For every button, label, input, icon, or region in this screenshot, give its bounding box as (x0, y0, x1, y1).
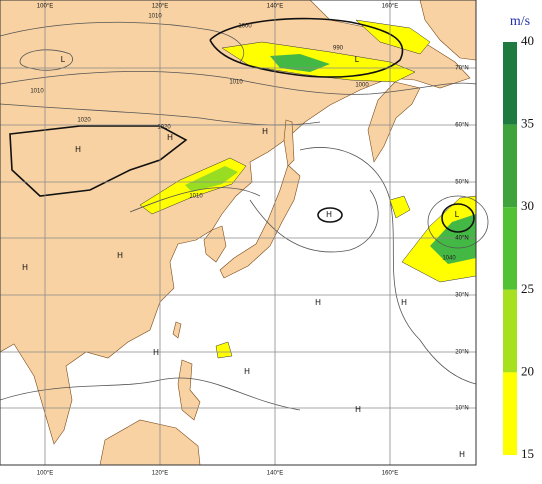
latitude-labels: 70°N 60°N 50°N 40°N 30°N 20°N 10°N (455, 66, 468, 412)
pressure-center: L (455, 210, 460, 219)
pressure-center: H (459, 450, 465, 459)
pressure-center: H (117, 251, 123, 260)
pressure-center: H (355, 405, 361, 414)
wind-patch (389, 195, 411, 219)
isobar-label: 1010 (229, 80, 243, 86)
pressure-center: H (22, 263, 28, 272)
lon-label: 120°E (152, 4, 168, 10)
isobar (427, 195, 489, 249)
lon-label: 100°E (37, 4, 53, 10)
lon-label: 140°E (267, 471, 283, 477)
lat-label: 40°N (455, 236, 468, 242)
colorbar-segment (503, 207, 517, 290)
lat-label: 50°N (455, 180, 468, 186)
lon-label: 100°E (37, 471, 53, 477)
isobar-label: 1020 (77, 118, 91, 124)
isobar-label: 1010 (148, 14, 162, 20)
lon-label: 160°E (382, 4, 398, 10)
colorbar-segment (503, 124, 517, 208)
colorbar: m/s 40 35 30 25 20 15 (503, 14, 534, 461)
wind-patch (430, 214, 476, 264)
lat-label: 70°N (455, 66, 468, 72)
isobar (19, 49, 73, 71)
taiwan (172, 321, 182, 339)
isobar-label: 1020 (157, 125, 171, 131)
pressure-center: H (326, 210, 332, 219)
asia-mainland (0, 0, 471, 445)
pressure-center: H (315, 298, 321, 307)
lon-label: 120°E (152, 471, 168, 477)
map-frame (0, 0, 477, 466)
pressure-center: L (61, 55, 66, 64)
pressure-center: L (355, 55, 360, 64)
isobar (441, 203, 475, 233)
longitude-labels: 100°E 120°E 140°E 160°E 100°E 120°E 140°… (37, 4, 398, 477)
lon-label: 140°E (267, 4, 283, 10)
isobar (9, 125, 188, 197)
pressure-center: H (167, 133, 173, 142)
graticule (0, 0, 476, 465)
isobar (129, 187, 261, 213)
japan (219, 164, 301, 279)
isobar (249, 189, 379, 253)
isobar (0, 70, 477, 95)
wind-patch (270, 54, 330, 72)
isobar-label: 990 (333, 46, 344, 52)
isobar (299, 147, 477, 385)
lat-label: 30°N (455, 293, 468, 299)
korea (203, 225, 227, 263)
colorbar-label: 35 (521, 116, 534, 131)
sakhalin (283, 119, 295, 167)
colorbar-segment (503, 372, 517, 455)
pressure-center: H (244, 367, 250, 376)
pressure-center: H (401, 298, 407, 307)
philippines (177, 359, 201, 421)
colorbar-unit: m/s (510, 14, 530, 29)
lat-label: 10°N (455, 406, 468, 412)
colorbar-label: 30 (521, 198, 534, 213)
pressure-center: H (153, 348, 159, 357)
colorbar-label: 15 (521, 446, 534, 461)
wind-patch (215, 341, 233, 359)
colorbar-label: 25 (521, 281, 534, 296)
pressure-center: H (75, 145, 81, 154)
kamchatka (367, 81, 421, 163)
lon-label: 160°E (382, 471, 398, 477)
colorbar-label: 40 (521, 33, 534, 48)
pressure-centers: L L H H H H H H H H H H H H L (22, 55, 465, 459)
isobar-label: 1040 (442, 256, 456, 262)
isobar (209, 17, 404, 78)
isobar-label: 1000 (238, 24, 252, 30)
lat-label: 20°N (455, 350, 468, 356)
colorbar-segment (503, 42, 517, 125)
colorbar-label: 20 (521, 363, 534, 378)
pressure-center: H (262, 127, 268, 136)
lat-label: 60°N (455, 123, 468, 129)
map-panel (0, 0, 489, 466)
isobar-label: 1000 (355, 83, 369, 89)
colorbar-segment (503, 289, 517, 373)
isobar (317, 207, 343, 223)
alaska (419, 0, 477, 61)
isobar-label: 1010 (189, 194, 203, 200)
isobar-labels: 1010 1000 990 1000 1010 1010 1020 1020 1… (30, 14, 456, 262)
wind-patch (185, 166, 238, 192)
isobar-label: 1010 (30, 89, 44, 95)
